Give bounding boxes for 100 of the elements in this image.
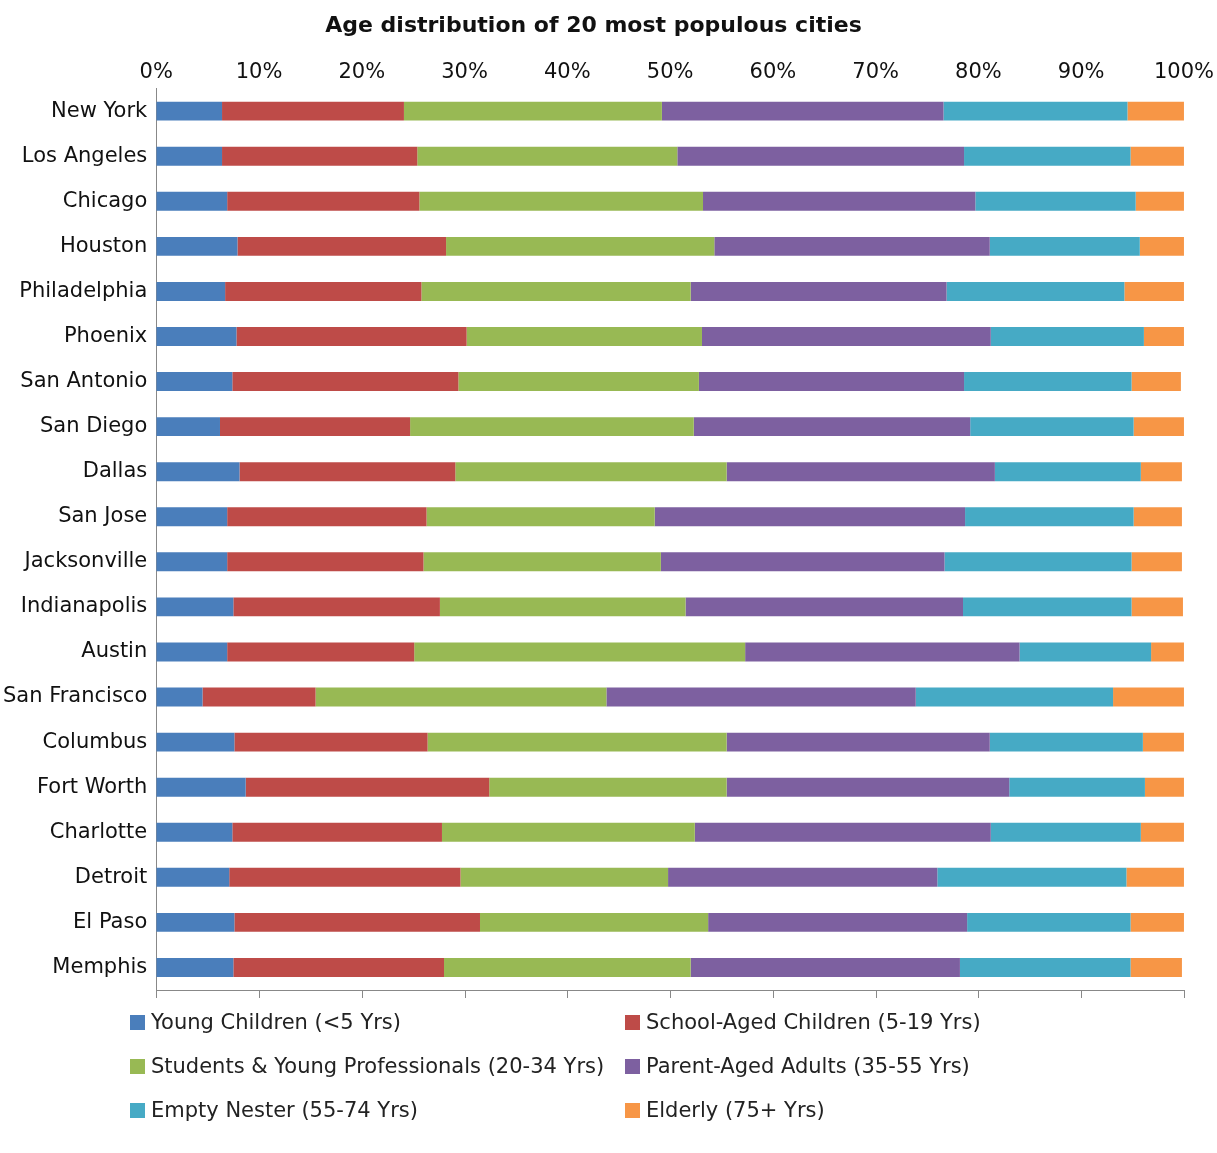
- y-tick-label: San Jose: [58, 503, 148, 528]
- bar: [234, 912, 480, 932]
- bar: [1133, 507, 1182, 527]
- x-tick-label: 20%: [338, 59, 386, 84]
- bar: [156, 146, 223, 166]
- bar: [156, 281, 226, 301]
- bar: [446, 236, 715, 256]
- bar: [156, 867, 230, 887]
- bar: [690, 281, 947, 301]
- bar: [989, 236, 1140, 256]
- bar: [1144, 777, 1184, 797]
- bar: [233, 597, 440, 617]
- bar: [403, 101, 662, 121]
- bar: [726, 777, 1010, 797]
- bar: [1009, 777, 1145, 797]
- y-tick-label: Columbus: [42, 728, 148, 753]
- y-tick-label: Chicago: [62, 187, 148, 212]
- bar: [714, 236, 990, 256]
- bar: [1131, 372, 1181, 392]
- legend-label: Young Children (<5 Yrs): [151, 1010, 401, 1034]
- bar: [460, 867, 669, 887]
- bar: [1124, 281, 1184, 301]
- bar: [937, 867, 1127, 887]
- bar: [994, 462, 1141, 482]
- bar: [236, 327, 467, 346]
- bar: [990, 327, 1144, 346]
- bar: [455, 462, 727, 482]
- bar: [156, 687, 203, 707]
- bar: [677, 146, 965, 166]
- x-tick-label: 40%: [544, 59, 591, 84]
- bar: [1130, 958, 1182, 977]
- bar: [654, 507, 966, 527]
- bar: [745, 642, 1020, 662]
- bar: [225, 281, 422, 301]
- bar: [444, 958, 691, 977]
- bar: [660, 552, 945, 572]
- bar: [466, 327, 702, 346]
- bar: [156, 372, 233, 392]
- bar: [965, 507, 1134, 527]
- bar: [227, 642, 415, 662]
- y-tick-label: Houston: [59, 232, 148, 257]
- x-tick-label: 10%: [235, 59, 283, 84]
- bar: [156, 101, 223, 121]
- y-tick-label: Philadelphia: [19, 277, 148, 302]
- bar: [202, 687, 316, 707]
- bar: [964, 372, 1132, 392]
- bar: [1140, 822, 1184, 842]
- bar: [685, 597, 964, 617]
- bar: [239, 462, 456, 482]
- bar: [964, 146, 1131, 166]
- y-tick-label: San Francisco: [3, 683, 148, 708]
- bar: [156, 597, 234, 617]
- bar: [1131, 552, 1182, 572]
- legend-label: School-Aged Children (5-19 Yrs): [646, 1010, 981, 1034]
- bar: [227, 191, 420, 211]
- bar: [458, 372, 699, 392]
- bar: [156, 507, 228, 527]
- bar: [967, 912, 1131, 932]
- bar: [1113, 687, 1184, 707]
- bar: [156, 958, 234, 977]
- y-tick-label: Dallas: [82, 458, 148, 483]
- bar: [990, 822, 1141, 842]
- y-tick-label: Jacksonville: [22, 548, 148, 573]
- bar: [1126, 867, 1184, 887]
- bar: [1130, 912, 1184, 932]
- bar: [1133, 417, 1184, 437]
- x-tick-label: 0%: [139, 59, 173, 84]
- bar: [970, 417, 1134, 437]
- bar: [975, 191, 1136, 211]
- bar: [419, 191, 704, 211]
- bar: [708, 912, 968, 932]
- bar: [427, 732, 727, 752]
- bar: [156, 912, 235, 932]
- bar: [915, 687, 1114, 707]
- bar: [237, 236, 447, 256]
- bar: [944, 552, 1132, 572]
- bar: [232, 372, 459, 392]
- bar: [156, 462, 240, 482]
- bar: [245, 777, 490, 797]
- bar: [156, 552, 228, 572]
- bar: [661, 101, 944, 121]
- y-tick-label: Memphis: [52, 953, 148, 978]
- bar: [726, 732, 990, 752]
- bar: [156, 732, 235, 752]
- bar: [1135, 191, 1184, 211]
- bar: [1127, 101, 1184, 121]
- bar: [963, 597, 1132, 617]
- bar: [227, 507, 427, 527]
- bar: [1142, 732, 1184, 752]
- y-tick-label: Phoenix: [63, 322, 148, 347]
- bar: [219, 417, 411, 437]
- bar: [703, 191, 976, 211]
- y-tick-label: Fort Worth: [36, 773, 148, 798]
- bar: [943, 101, 1128, 121]
- bar: [156, 822, 233, 842]
- legend-label: Elderly (75+ Yrs): [646, 1098, 825, 1122]
- bar: [315, 687, 607, 707]
- bar: [606, 687, 916, 707]
- bar: [234, 732, 428, 752]
- legend-label: Students & Young Professionals (20-34 Yrs): [151, 1054, 605, 1078]
